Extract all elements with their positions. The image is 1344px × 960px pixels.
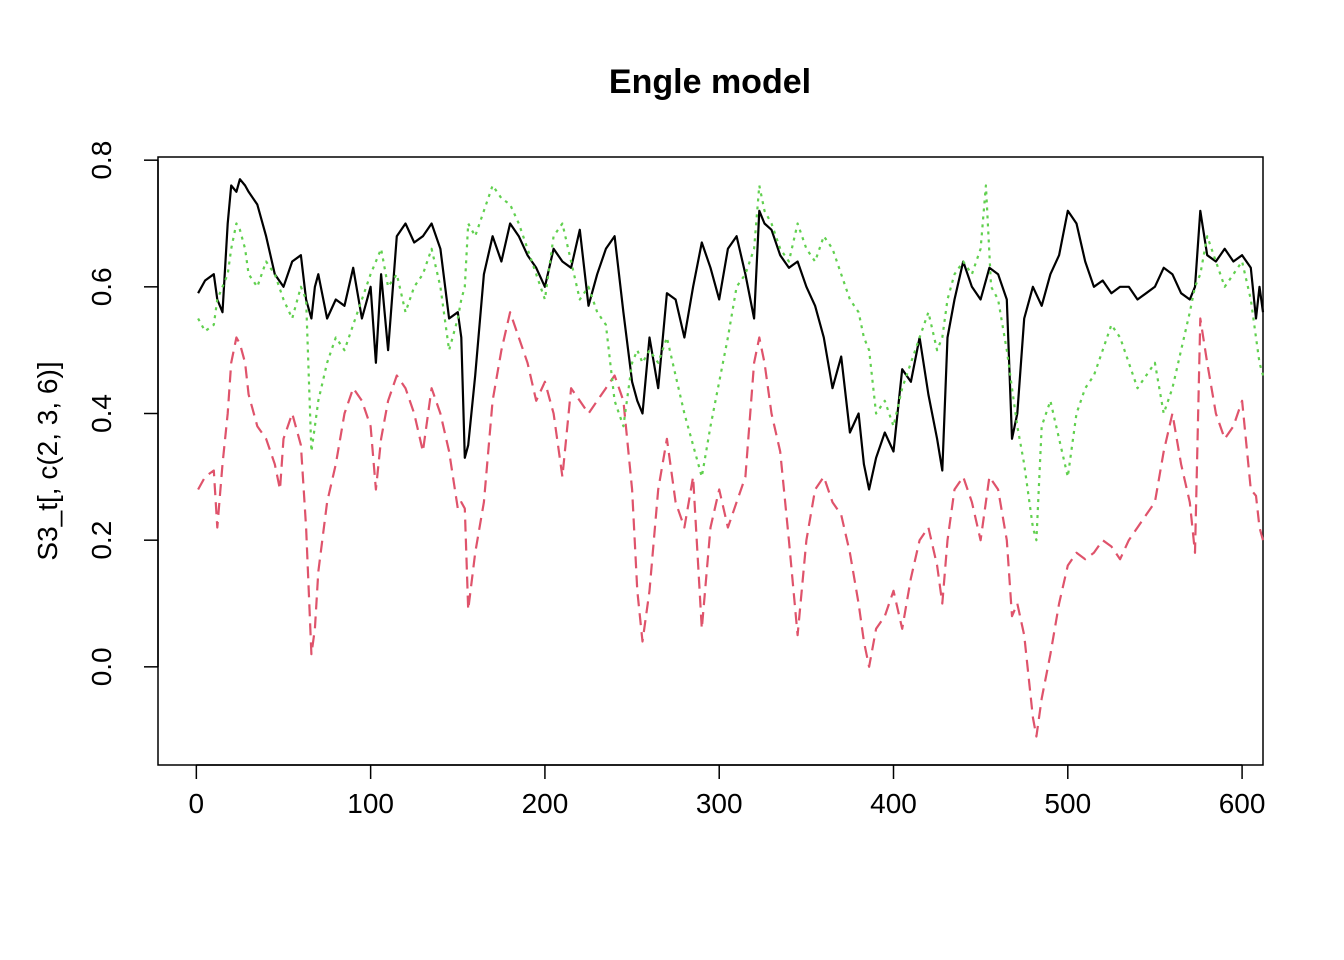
series-line-2 (197, 311, 1265, 738)
y-tick-label: 0.0 (86, 647, 117, 686)
x-tick-label: 500 (1044, 788, 1091, 819)
x-tick-label: 200 (522, 788, 569, 819)
series-line-1 (197, 178, 1265, 491)
x-tick-label: 400 (870, 788, 917, 819)
y-tick-label: 0.4 (86, 394, 117, 433)
series-layer (197, 178, 1265, 738)
y-tick-label: 0.2 (86, 521, 117, 560)
y-axis: 0.0 0.2 0.4 0.6 0.8 (86, 141, 159, 686)
x-tick-label: 300 (696, 788, 743, 819)
plot-frame (157, 156, 1264, 766)
x-tick-label: 600 (1219, 788, 1266, 819)
y-tick-label: 0.6 (86, 267, 117, 306)
chart-title: Engle model (609, 63, 811, 101)
x-axis: 0 100 200 300 400 500 600 (189, 764, 1266, 819)
series-line-3 (197, 184, 1265, 542)
x-tick-label: 100 (347, 788, 394, 819)
y-axis-label: S3_t[, c(2, 3, 6)] (32, 361, 63, 560)
y-tick-label: 0.8 (86, 141, 117, 180)
x-tick-label: 0 (189, 788, 205, 819)
